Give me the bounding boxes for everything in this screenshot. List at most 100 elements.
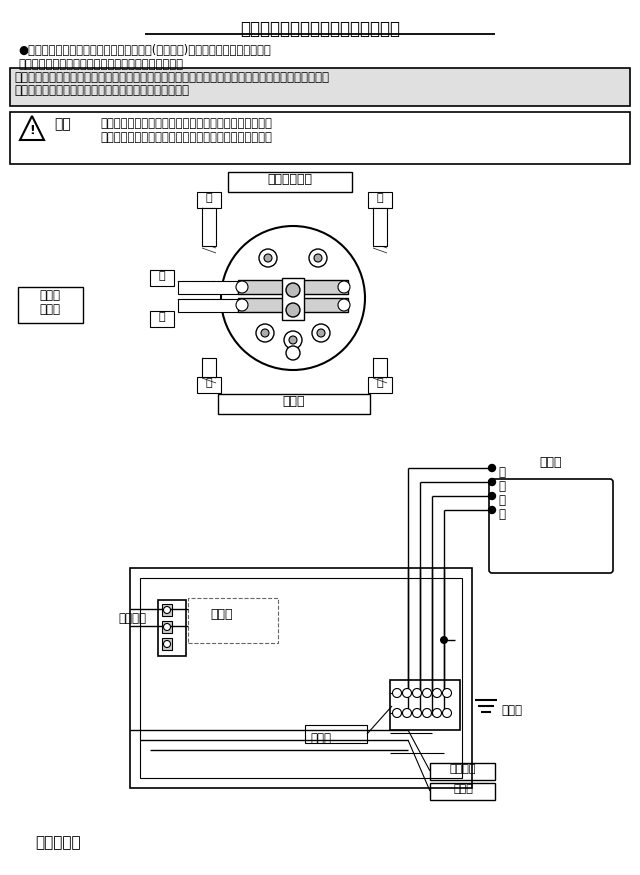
Bar (305, 725, 367, 743)
Text: ランプ: ランプ (211, 608, 233, 621)
Circle shape (488, 479, 495, 486)
Circle shape (422, 689, 431, 697)
Text: アース線: アース線 (450, 764, 476, 774)
Text: ナトリウムソケットの結線について: ナトリウムソケットの結線について (240, 20, 400, 38)
Circle shape (422, 709, 431, 717)
Text: 青: 青 (498, 507, 505, 521)
Circle shape (403, 709, 412, 717)
Circle shape (261, 329, 269, 337)
Bar (238, 280, 348, 294)
Bar (162, 621, 172, 633)
Circle shape (338, 299, 350, 311)
Circle shape (314, 254, 322, 262)
Bar (430, 783, 495, 800)
Circle shape (413, 709, 422, 717)
Text: 電源線: 電源線 (453, 784, 473, 794)
Circle shape (488, 507, 495, 514)
Text: 施工に不備があると、火災・感電、おそれがあります。: 施工に不備があると、火災・感電、おそれがあります。 (100, 131, 272, 144)
Text: 黒: 黒 (205, 378, 212, 388)
Circle shape (236, 299, 248, 311)
Text: ソケット: ソケット (118, 612, 146, 625)
Circle shape (289, 336, 297, 344)
Bar (368, 377, 392, 393)
Text: !: ! (29, 124, 35, 137)
Circle shape (284, 331, 302, 349)
Text: その他の　器具への使用・交換は行わないでください。: その他の 器具への使用・交換は行わないでください。 (14, 84, 189, 97)
Circle shape (413, 689, 422, 697)
Circle shape (163, 606, 170, 613)
Bar (373, 208, 387, 246)
Text: 赤: 赤 (498, 493, 505, 507)
Bar (202, 358, 216, 377)
Text: 電源側: 電源側 (283, 395, 305, 408)
Bar (18, 287, 83, 323)
Circle shape (163, 624, 170, 631)
Bar (162, 638, 172, 650)
Bar (10, 68, 630, 106)
Text: 安定器: 安定器 (540, 456, 563, 469)
Bar (390, 680, 460, 730)
Bar (178, 299, 238, 312)
Circle shape (286, 283, 300, 297)
Circle shape (221, 226, 365, 370)
Bar (218, 394, 370, 414)
Text: 交換は取扱説明書に従って正しくおこなってください。: 交換は取扱説明書に従って正しくおこなってください。 (100, 117, 272, 130)
Circle shape (440, 636, 448, 644)
Text: 黒: 黒 (205, 193, 212, 203)
Text: 安定器１次側: 安定器１次側 (268, 173, 312, 186)
Circle shape (286, 303, 300, 317)
Circle shape (433, 689, 442, 697)
Text: 黒: 黒 (498, 466, 505, 479)
Text: このソケットは弊社のトンネル照明器具に組み込まれた低圧ナトリウムランプ専用のソケットです。: このソケットは弊社のトンネル照明器具に組み込まれた低圧ナトリウムランプ専用のソケ… (14, 71, 329, 84)
Bar (162, 604, 172, 616)
Circle shape (259, 249, 277, 267)
Circle shape (236, 281, 248, 293)
Text: 警告: 警告 (54, 117, 71, 131)
Bar (158, 600, 186, 656)
Circle shape (488, 465, 495, 472)
Circle shape (317, 329, 325, 337)
Circle shape (312, 324, 330, 342)
Text: 結　線　例: 結 線 例 (35, 835, 81, 850)
Text: 赤: 赤 (159, 312, 165, 322)
Circle shape (264, 254, 272, 262)
Bar (150, 311, 174, 327)
Bar (178, 281, 238, 294)
Bar (238, 298, 348, 312)
Circle shape (338, 281, 350, 293)
Circle shape (392, 689, 401, 697)
Text: ●ソケットの交換は、必ず工事店・電器店(有資格者)などに依頼してください。: ●ソケットの交換は、必ず工事店・電器店(有資格者)などに依頼してください。 (18, 44, 271, 57)
Text: 端子台: 端子台 (310, 732, 331, 745)
Bar (228, 172, 352, 192)
Text: 青: 青 (159, 271, 165, 281)
Circle shape (442, 709, 451, 717)
Circle shape (433, 709, 442, 717)
Bar (150, 270, 174, 286)
Circle shape (488, 493, 495, 500)
Bar (188, 598, 278, 643)
Bar (10, 112, 630, 164)
Bar (130, 568, 472, 788)
Circle shape (286, 346, 300, 360)
Text: ２次側: ２次側 (40, 303, 61, 316)
Circle shape (309, 249, 327, 267)
Bar (282, 278, 304, 320)
Bar (197, 377, 221, 393)
Circle shape (392, 709, 401, 717)
Circle shape (163, 640, 170, 648)
Bar (197, 192, 221, 208)
Text: 一般の人の配線工事は法律的に禁止されています。: 一般の人の配線工事は法律的に禁止されています。 (18, 58, 183, 71)
Circle shape (442, 689, 451, 697)
FancyBboxPatch shape (489, 479, 613, 573)
Bar (140, 578, 462, 778)
Bar (373, 358, 387, 377)
Bar (368, 192, 392, 208)
Text: 白: 白 (377, 193, 383, 203)
Text: 白: 白 (377, 378, 383, 388)
Bar (202, 208, 216, 246)
Text: アース: アース (501, 704, 522, 717)
Circle shape (256, 324, 274, 342)
Text: 白: 白 (498, 480, 505, 493)
Bar (430, 763, 495, 780)
Text: 安定器: 安定器 (40, 289, 61, 302)
